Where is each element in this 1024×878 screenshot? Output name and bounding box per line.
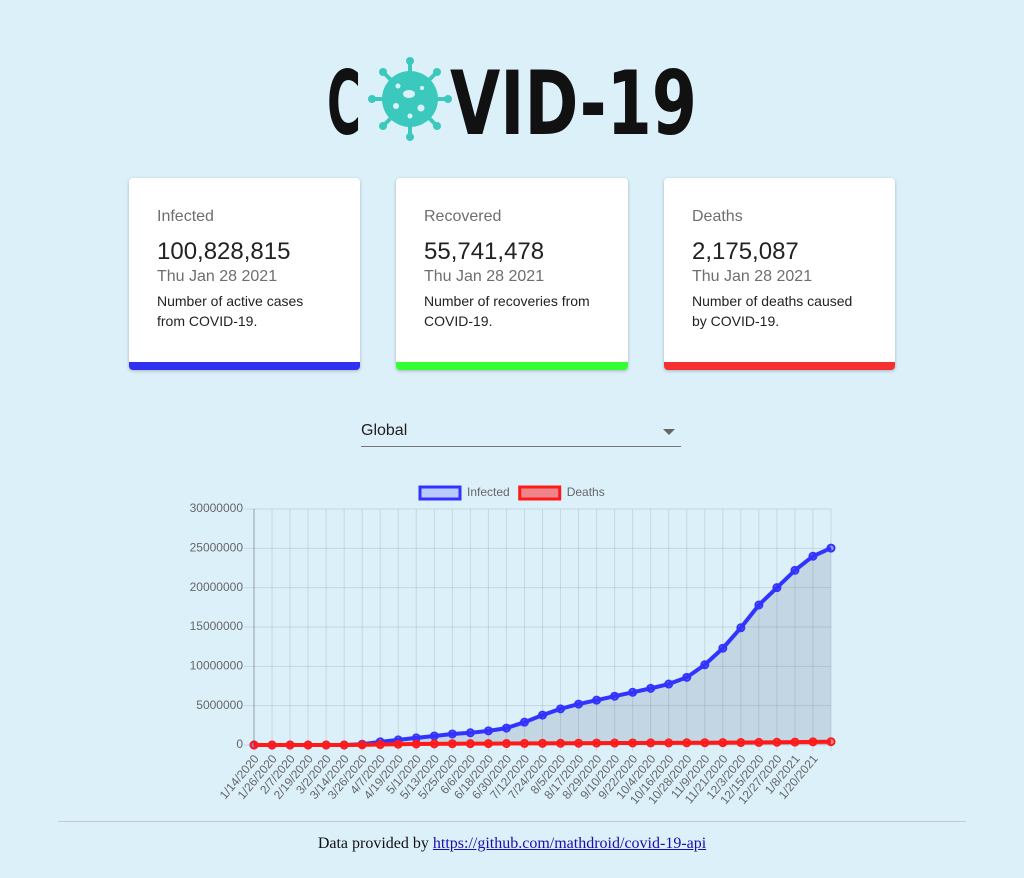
point	[772, 737, 782, 747]
point	[736, 738, 746, 748]
country-select[interactable]: Global	[361, 420, 681, 447]
point	[447, 729, 457, 739]
point	[357, 740, 367, 750]
point	[772, 583, 782, 593]
card-value: 55,741,478	[424, 238, 545, 265]
y-tick-label: 5000000	[196, 698, 243, 712]
point	[538, 738, 547, 748]
card-date: Thu Jan 28 2021	[424, 268, 545, 285]
point	[736, 623, 746, 633]
point	[592, 738, 602, 748]
dropdown-arrow	[663, 429, 675, 435]
point	[628, 687, 638, 697]
point	[646, 738, 656, 748]
point	[754, 600, 764, 610]
card-description: Number of deaths caused by COVID-19.	[692, 293, 853, 329]
chart: 0 5000000 10000000 15000000 20000000 25000000…	[190, 485, 836, 807]
point	[519, 717, 529, 727]
point	[574, 699, 584, 709]
point	[700, 738, 710, 748]
point	[483, 726, 493, 736]
point	[465, 728, 475, 738]
logo-text: C	[327, 52, 361, 155]
y-tick-label: 20000000	[190, 580, 244, 594]
point	[411, 739, 421, 749]
point	[826, 737, 836, 747]
y-tick-label: 30000000	[190, 501, 244, 515]
point	[429, 731, 439, 741]
card-value: 100,828,815	[157, 238, 291, 265]
y-tick-label: 15000000	[190, 619, 244, 633]
point	[393, 739, 403, 749]
point	[754, 737, 764, 747]
point	[538, 710, 547, 720]
y-tick-label: 0	[236, 737, 243, 751]
point	[790, 565, 800, 575]
footer-text: Data provided by	[317, 835, 429, 852]
legend-swatch	[518, 485, 562, 501]
card: Recovered 55,741,478 Thu Jan 28 2021 Num…	[396, 178, 628, 370]
legend-label: Deaths	[567, 485, 605, 499]
point	[303, 740, 313, 750]
point	[267, 740, 277, 750]
card-date: Thu Jan 28 2021	[157, 268, 278, 285]
point	[501, 723, 511, 733]
point	[700, 660, 710, 670]
point	[826, 543, 836, 553]
area	[254, 548, 831, 745]
point	[790, 737, 800, 747]
point	[447, 739, 457, 749]
point	[285, 740, 295, 750]
logo: C VID-19	[327, 52, 697, 155]
card-label: Deaths	[692, 208, 743, 225]
card-description: Number of active cases from COVID-19.	[157, 293, 304, 329]
point	[664, 679, 674, 689]
card-label: Recovered	[424, 208, 502, 225]
select-value: Global	[361, 422, 408, 439]
point	[610, 691, 620, 701]
point	[483, 739, 493, 749]
point	[592, 695, 602, 705]
y-tick-label: 10000000	[190, 659, 244, 673]
point	[646, 683, 656, 693]
point	[556, 738, 566, 748]
card: Deaths 2,175,087 Thu Jan 28 2021 Number …	[664, 178, 895, 370]
divider	[58, 821, 966, 822]
point	[321, 740, 331, 750]
point	[465, 739, 475, 749]
virus-icon	[368, 57, 452, 141]
point	[519, 738, 529, 748]
point	[664, 738, 674, 748]
point	[339, 740, 349, 750]
card: Infected 100,828,815 Thu Jan 28 2021 Num…	[129, 178, 360, 370]
legend-swatch	[418, 485, 462, 501]
point	[429, 739, 439, 749]
point	[682, 672, 692, 682]
point	[501, 739, 511, 749]
card-description: Number of recoveries from COVID-19.	[424, 293, 590, 329]
y-tick-label: 25000000	[190, 541, 244, 555]
point	[375, 740, 385, 750]
point	[556, 704, 566, 714]
legend-label: Infected	[467, 485, 510, 499]
footer-link[interactable]: https://github.com/mathdroid/covid-19-ap…	[432, 835, 707, 852]
card-label: Infected	[157, 208, 214, 225]
point	[628, 738, 638, 748]
point	[808, 551, 818, 561]
card-value: 2,175,087	[692, 238, 799, 265]
logo-text: VID-19	[450, 52, 697, 155]
line	[254, 739, 832, 747]
point	[610, 738, 620, 748]
footer: Data provided by https://github.com/math…	[0, 835, 1024, 853]
point	[718, 643, 728, 653]
card-date: Thu Jan 28 2021	[692, 268, 813, 285]
point	[808, 737, 818, 747]
point	[682, 738, 692, 748]
point	[249, 740, 259, 750]
point	[574, 738, 584, 748]
point	[718, 738, 728, 748]
